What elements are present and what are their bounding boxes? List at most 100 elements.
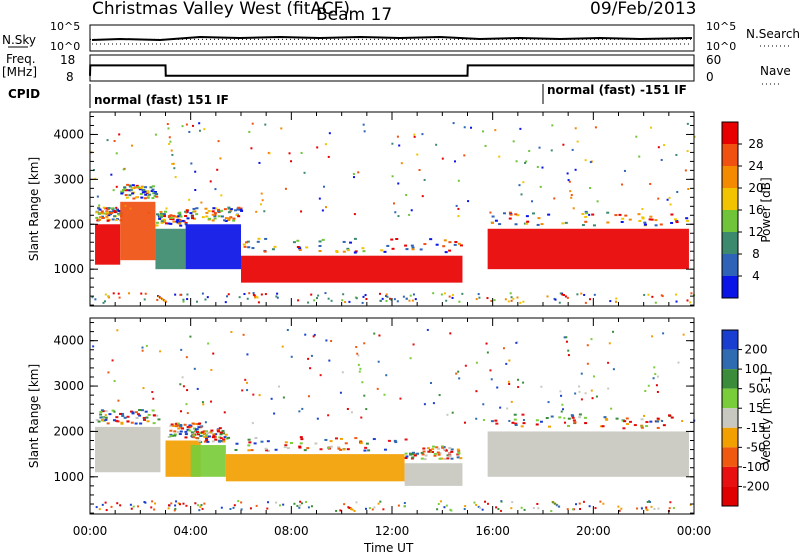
velocity-echo-speckle	[176, 424, 180, 427]
velocity-echo-speckle	[131, 412, 135, 415]
power-panel: 1000 2000 3000 4000 Slant Range [km]	[27, 111, 696, 307]
velocity-ground-speckle	[168, 504, 171, 507]
velocity-sparse-speckle	[502, 347, 505, 350]
velocity-sparse-speckle	[186, 389, 189, 392]
power-echo-speckle	[140, 196, 144, 199]
velocity-sparse-speckle	[451, 411, 454, 414]
velocity-echo-speckle	[404, 452, 408, 455]
power-echo-speckle	[128, 185, 132, 188]
power-echo-speckle	[169, 222, 173, 225]
velocity-ground-speckle	[201, 507, 204, 510]
power-ytick-label: 2000	[53, 217, 84, 231]
power-echo-speckle	[144, 193, 148, 196]
power-echo-speckle	[537, 217, 541, 220]
velocity-sparse-speckle	[489, 369, 492, 372]
velocity-sparse-speckle	[590, 338, 593, 341]
power-sparse-speckle	[686, 150, 689, 153]
velocity-ground-speckle	[672, 507, 675, 510]
power-sparse-speckle	[421, 133, 424, 136]
power-ground-speckle	[414, 298, 417, 301]
velocity-echo-speckle	[222, 440, 226, 443]
velocity-echo-speckle	[578, 413, 582, 416]
velocity-ground-speckle	[170, 502, 173, 505]
velocity-echo-speckle	[409, 453, 413, 456]
power-sparse-speckle	[284, 187, 287, 190]
velocity-sparse-speckle	[595, 395, 598, 398]
velocity-sparse-speckle	[363, 342, 366, 345]
power-sparse-speckle	[258, 161, 261, 164]
velocity-echo-speckle	[446, 457, 450, 460]
velocity-echo-speckle	[115, 416, 119, 419]
power-sparse-speckle	[198, 129, 201, 132]
velocity-sparse-speckle	[644, 389, 647, 392]
velocity-sparse-speckle	[578, 390, 581, 393]
velocity-sparse-speckle	[204, 421, 207, 424]
velocity-echo-speckle	[171, 424, 175, 427]
velocity-ground-speckle	[310, 505, 313, 508]
velocity-echo-speckle	[130, 421, 134, 424]
velocity-colorbar: 200 100 50 15 -15 -50 -100 -200 Velocity [m s-1]	[721, 329, 773, 507]
power-echo-speckle	[536, 223, 540, 226]
velocity-ground-speckle	[101, 503, 104, 506]
power-echo-speckle	[117, 209, 121, 212]
velocity-echo-speckle	[573, 421, 577, 424]
velocity-ground-speckle	[617, 505, 620, 508]
power-sparse-speckle	[589, 161, 592, 164]
velocity-echo-speckle	[142, 418, 146, 421]
power-ground-speckle	[522, 300, 525, 303]
velocity-echo-speckle	[250, 449, 254, 452]
power-sparse-speckle	[413, 133, 416, 136]
velocity-sparse-speckle	[290, 355, 293, 358]
power-ground-speckle	[246, 297, 249, 300]
velocity-echo-speckle	[265, 449, 269, 452]
power-colorbar-swatch	[722, 144, 738, 166]
power-sparse-speckle	[397, 182, 400, 185]
velocity-sparse-speckle	[426, 328, 429, 331]
power-echo-speckle	[151, 188, 155, 191]
velocity-echo-speckle	[442, 448, 446, 451]
power-ground-speckle	[341, 299, 344, 302]
velocity-echo-speckle	[222, 438, 226, 441]
power-echo-speckle	[128, 189, 132, 192]
velocity-echo-speckle	[428, 449, 432, 452]
power-echo-speckle	[606, 221, 610, 224]
velocity-sparse-speckle	[682, 333, 685, 336]
power-colorbar-swatch	[722, 254, 738, 276]
power-echo-speckle	[205, 211, 209, 214]
power-sparse-speckle	[220, 194, 223, 197]
velocity-ground-speckle	[464, 505, 467, 508]
power-echo-speckle	[164, 210, 168, 213]
velocity-sparse-speckle	[377, 360, 380, 363]
velocity-echo-speckle	[99, 413, 103, 416]
power-sparse-speckle	[553, 197, 556, 200]
velocity-ground-speckle	[558, 505, 561, 508]
velocity-echo-speckle	[194, 431, 198, 434]
velocity-sparse-speckle	[647, 384, 650, 387]
power-ground-speckle	[252, 292, 255, 295]
velocity-echo-speckle	[365, 442, 369, 445]
velocity-colorbar-swatch	[722, 408, 738, 428]
power-echo-speckle	[178, 213, 182, 216]
velocity-sparse-speckle	[251, 422, 254, 425]
velocity-colorbar-tick-label: 200	[745, 343, 768, 357]
power-sparse-speckle	[219, 157, 222, 160]
power-sparse-speckle	[327, 155, 330, 158]
velocity-echo-speckle	[289, 442, 293, 445]
power-sparse-speckle	[169, 140, 172, 143]
power-sparse-speckle	[103, 212, 106, 215]
velocity-ground-speckle	[300, 502, 303, 505]
velocity-echo-band	[190, 445, 226, 477]
power-ground-speckle	[507, 300, 510, 303]
velocity-sparse-speckle	[281, 345, 284, 348]
velocity-echo-speckle	[198, 440, 202, 443]
power-echo-speckle	[98, 218, 102, 221]
power-ground-speckle	[440, 293, 443, 296]
velocity-ground-speckle	[182, 502, 185, 505]
power-ground-speckle	[276, 292, 279, 295]
nave-tick-bottom: 0	[706, 70, 714, 84]
velocity-echo-speckle	[364, 446, 368, 449]
power-ground-speckle	[609, 300, 612, 303]
power-sparse-speckle	[569, 190, 572, 193]
power-echo-speckle	[362, 250, 366, 253]
velocity-ground-speckle	[267, 501, 270, 504]
